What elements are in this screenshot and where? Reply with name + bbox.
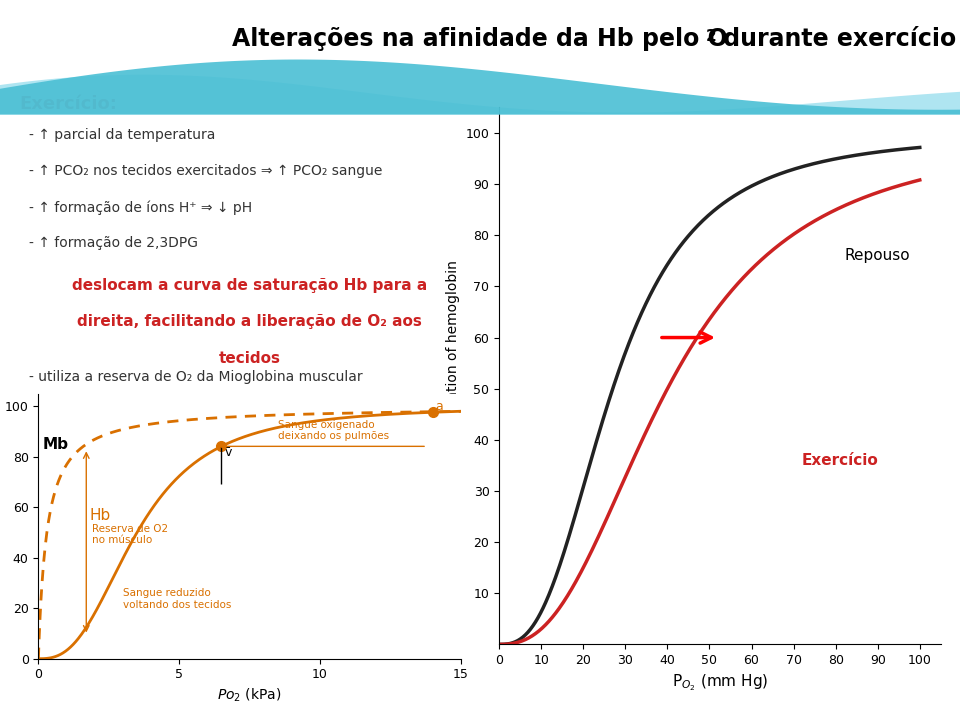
X-axis label: $Po_2$ (kPa): $Po_2$ (kPa) <box>217 687 282 705</box>
Text: tecidos: tecidos <box>219 351 280 366</box>
Polygon shape <box>0 59 960 115</box>
Text: deslocam a curva de saturação Hb para a: deslocam a curva de saturação Hb para a <box>72 279 427 294</box>
Text: direita, facilitando a liberação de O₂ aos: direita, facilitando a liberação de O₂ a… <box>77 314 422 329</box>
Text: Mb: Mb <box>42 437 68 453</box>
Text: a: a <box>436 400 444 413</box>
Text: Exercício: Exercício <box>802 453 878 468</box>
Text: - ↑ PCO₂ nos tecidos exercitados ⇒ ↑ PCO₂ sangue: - ↑ PCO₂ nos tecidos exercitados ⇒ ↑ PCO… <box>29 164 382 178</box>
Text: v̄: v̄ <box>225 447 231 460</box>
Text: - utiliza a reserva de O₂ da Mioglobina muscular: - utiliza a reserva de O₂ da Mioglobina … <box>29 369 363 384</box>
Text: Reserva de O2
no músculo: Reserva de O2 no músculo <box>92 523 168 545</box>
Text: - ↑ formação de íons H⁺ ⇒ ↓ pH: - ↑ formação de íons H⁺ ⇒ ↓ pH <box>29 200 252 215</box>
Text: Sangue oxigenado
deixando os pulmões: Sangue oxigenado deixando os pulmões <box>277 420 389 441</box>
Text: Repouso: Repouso <box>844 248 910 263</box>
Text: Alterações na afinidade da Hb pelo O: Alterações na afinidade da Hb pelo O <box>232 27 728 52</box>
Text: - ↑ formação de 2,3DPG: - ↑ formação de 2,3DPG <box>29 236 198 251</box>
Text: - ↑ parcial da temperatura: - ↑ parcial da temperatura <box>29 128 215 142</box>
Text: Sangue reduzido
voltando dos tecidos: Sangue reduzido voltando dos tecidos <box>123 588 231 610</box>
Polygon shape <box>0 74 960 115</box>
X-axis label: P$_{O_2}$ (mm Hg): P$_{O_2}$ (mm Hg) <box>672 672 768 693</box>
Y-axis label: Percent saturation of hemoglobin: Percent saturation of hemoglobin <box>446 260 460 492</box>
Text: Exercício:: Exercício: <box>19 95 117 113</box>
Text: 2: 2 <box>706 29 716 44</box>
Text: durante exercício: durante exercício <box>715 27 956 52</box>
Text: Hb: Hb <box>89 508 110 523</box>
